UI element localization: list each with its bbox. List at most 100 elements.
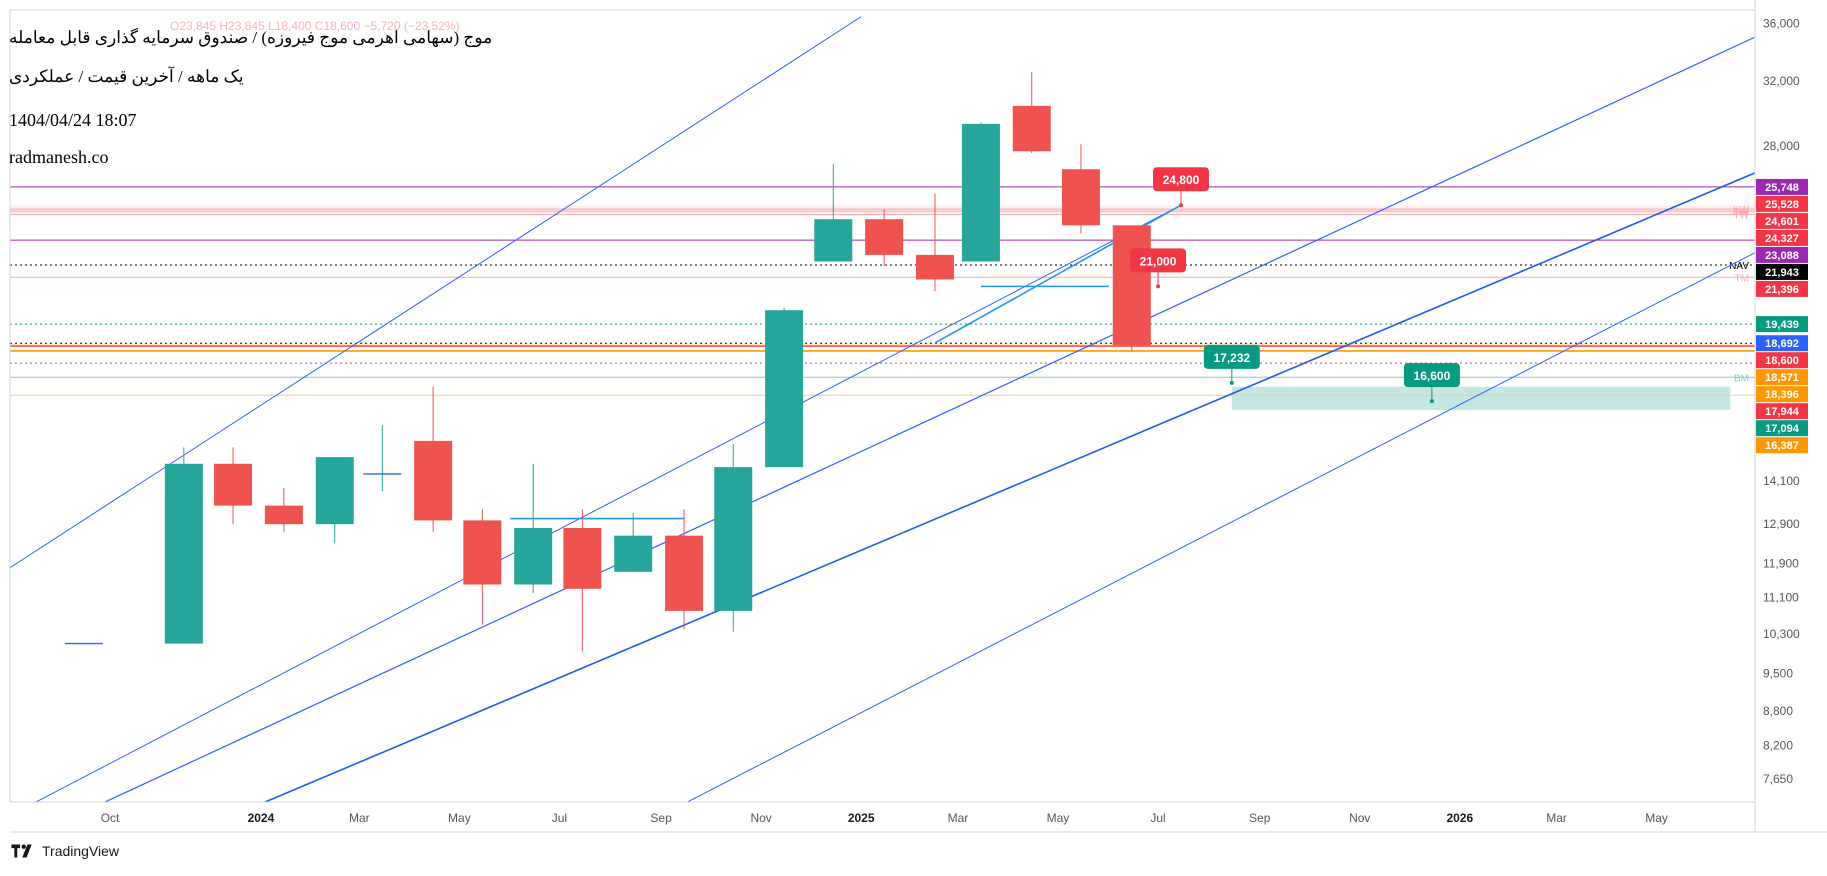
candle-body [514, 527, 553, 585]
x-tick-label: 2026 [1446, 811, 1473, 825]
candle-body [961, 123, 1000, 262]
price-tag [1756, 246, 1808, 263]
level-label-tm: TM [1735, 273, 1749, 284]
chart-website: radmanesh.co [9, 147, 109, 167]
tradingview-footer[interactable]: TradingView [10, 843, 119, 859]
y-tick-label: 36,000 [1763, 16, 1800, 30]
price-tag-label: 24,601 [1765, 216, 1799, 228]
callout-point [1429, 399, 1434, 404]
y-tick-label: 11,100 [1763, 591, 1799, 605]
price-tag [1756, 386, 1808, 403]
y-tick-label: 9,500 [1763, 666, 1793, 680]
price-tag-label: 18,692 [1765, 338, 1799, 350]
callout-label: 24,800 [1163, 173, 1200, 187]
price-tag-label: 23,088 [1765, 250, 1799, 262]
x-tick-label: Mar [1546, 811, 1567, 825]
price-tag [1756, 335, 1808, 352]
candle-body [714, 467, 753, 611]
price-tag [1756, 403, 1808, 420]
price-tag-label: 18,396 [1765, 389, 1799, 401]
candle-body [315, 457, 354, 525]
x-tick-label: Sep [650, 811, 672, 825]
y-tick-label: 32,000 [1763, 74, 1800, 88]
price-tag [1756, 263, 1808, 280]
candle-body [915, 254, 954, 280]
callout-point [1178, 203, 1183, 208]
x-tick-label: Jul [1150, 811, 1165, 825]
callout-box [1130, 248, 1187, 273]
candle-body [164, 463, 203, 644]
chart-title: موج (سهامی اهرمی موج فیروزه) / صندوق سرم… [9, 28, 493, 47]
level-label-bw: BW [1733, 207, 1750, 218]
price-tag [1756, 369, 1808, 386]
y-tick-label: 28,000 [1763, 139, 1800, 153]
candle-body [814, 219, 853, 262]
price-tag-label: 21,943 [1765, 267, 1799, 279]
y-tick-label: 7,650 [1763, 772, 1793, 786]
x-tick-label: 2025 [848, 811, 875, 825]
chart-datetime: 1404/04/24 18:07 [9, 110, 137, 130]
callout-box [1403, 363, 1460, 388]
trend-channel-line [103, 36, 1755, 802]
y-tick-label: 10,300 [1763, 627, 1800, 641]
trend-channel-line [263, 172, 1755, 802]
price-tag-label: 18,600 [1765, 355, 1799, 367]
ohlc-readout: O23,845 H23,845 L18,400 C18,600 −5,720 (… [170, 19, 460, 33]
x-tick-label: Jul [552, 811, 567, 825]
price-tag [1756, 420, 1808, 437]
candle-body [214, 463, 253, 506]
price-tag-label: 25,748 [1765, 182, 1799, 194]
candle-body [264, 505, 303, 525]
level-label-bm: BM [1734, 373, 1749, 384]
level-label-kw: KW [1733, 205, 1750, 216]
candle-body [1012, 105, 1051, 152]
bm-zone [1231, 386, 1731, 411]
candle-body [414, 440, 453, 521]
tradingview-logo-icon [11, 844, 32, 858]
tradingview-brand: TradingView [42, 843, 120, 859]
x-tick-label: 2024 [248, 811, 275, 825]
y-tick-label: 8,200 [1763, 738, 1793, 752]
level-label-tw: TW [1733, 211, 1749, 222]
price-tag [1756, 195, 1808, 212]
y-tick-label: 14,100 [1763, 474, 1800, 488]
y-tick-label: 12,900 [1763, 517, 1800, 531]
y-tick-label: 11,900 [1763, 557, 1799, 571]
price-tag-label: 17,944 [1765, 406, 1800, 418]
x-tick-label: May [448, 811, 471, 825]
x-tick-label: Nov [750, 811, 771, 825]
x-tick-label: Mar [948, 811, 969, 825]
y-tick-label: 8,800 [1763, 704, 1793, 718]
callout-box [1203, 344, 1260, 369]
price-tag [1756, 178, 1808, 195]
trend-channel-line [10, 16, 862, 569]
price-tag [1756, 352, 1808, 369]
price-tag-label: 24,327 [1765, 233, 1799, 245]
level-label-nav: NAV [1729, 261, 1749, 272]
price-tag-label: 21,396 [1765, 284, 1799, 296]
candle-body [463, 520, 502, 585]
x-tick-label: Oct [101, 811, 120, 825]
callout-box [1152, 167, 1209, 192]
kw-zone [10, 205, 1755, 215]
callout-point [1156, 284, 1161, 289]
candle-body [765, 310, 804, 468]
callout-label: 16,600 [1414, 369, 1451, 383]
trend-channel-line [34, 204, 1182, 802]
candle-body [865, 219, 904, 255]
price-tag-label: 19,439 [1765, 319, 1799, 331]
candle-body [1112, 225, 1151, 346]
candle-body [614, 535, 653, 572]
x-tick-label: Sep [1249, 811, 1271, 825]
x-tick-label: Nov [1349, 811, 1370, 825]
x-tick-label: May [1645, 811, 1668, 825]
price-tag [1756, 437, 1808, 454]
price-tag-label: 17,094 [1765, 423, 1800, 435]
candle-body [665, 535, 704, 611]
candle-body [1061, 169, 1100, 226]
chart-subtitle: یک ماهه / آخرین قیمت / عملکردی [9, 67, 244, 86]
callout-label: 21,000 [1140, 254, 1177, 268]
